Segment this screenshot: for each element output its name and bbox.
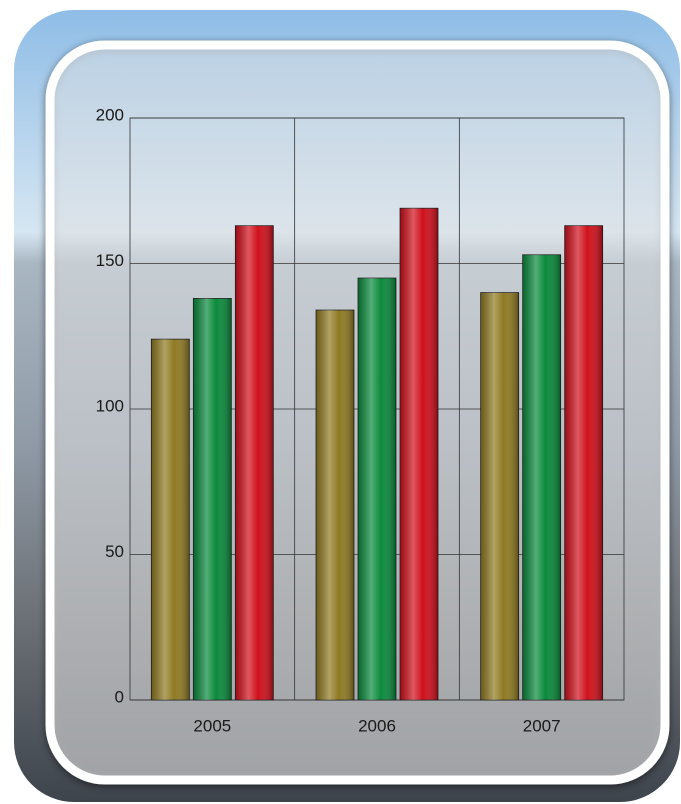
bar-highlight [400, 208, 438, 700]
bar-highlight [193, 298, 232, 700]
bar-highlight [151, 339, 190, 700]
y-tick-label: 100 [96, 396, 124, 415]
x-tick-label: 2005 [193, 716, 231, 735]
bar-highlight [358, 278, 396, 700]
x-tick-label: 2007 [523, 716, 561, 735]
y-tick-label: 0 [115, 687, 124, 706]
plot-area: 0 50 100 150 200 2005 2006 2007 [96, 105, 625, 735]
bar-highlight [316, 310, 354, 700]
bar-highlight [235, 225, 274, 701]
bar-highlight [522, 254, 561, 700]
bar-highlight [480, 292, 519, 700]
y-tick-label: 150 [96, 251, 124, 270]
y-tick-label: 200 [96, 105, 124, 124]
x-tick-label: 2006 [358, 716, 396, 735]
y-tick-label: 50 [105, 542, 124, 561]
bar-highlight [564, 225, 603, 701]
